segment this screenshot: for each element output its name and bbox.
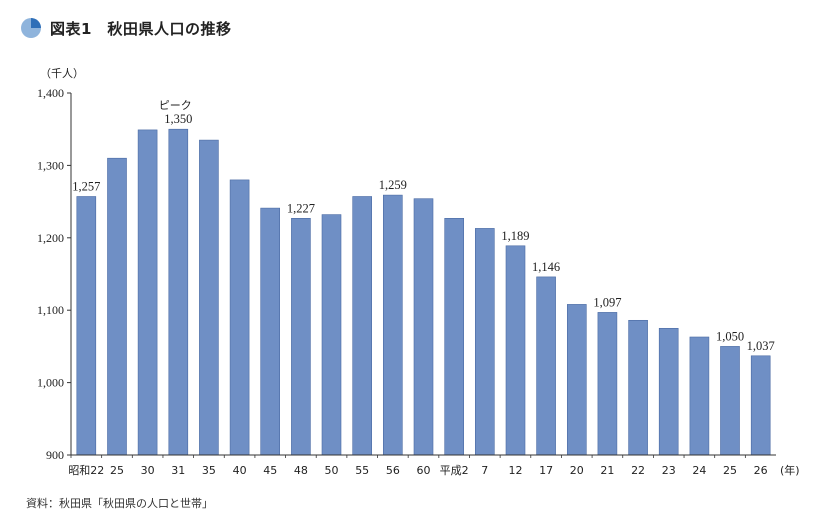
bar-5 xyxy=(229,179,250,456)
bar-20 xyxy=(689,336,710,456)
x-tick-label: 昭和22 xyxy=(68,464,104,477)
data-label: 1,350 xyxy=(164,112,192,126)
bar-3 xyxy=(168,128,189,456)
data-label: 1,146 xyxy=(532,260,560,274)
chart-title: 図表1 秋田県人口の推移 xyxy=(50,19,232,38)
bar-11 xyxy=(413,198,434,456)
x-tick-label: 17 xyxy=(539,464,553,477)
x-tick-label: 55 xyxy=(355,464,369,477)
bar-18 xyxy=(628,319,648,456)
data-label: 1,050 xyxy=(716,329,744,343)
bar-16 xyxy=(566,304,587,456)
bar-9 xyxy=(352,196,373,456)
pie-chart-icon xyxy=(21,18,41,38)
x-tick-label: 45 xyxy=(263,464,277,477)
y-axis-unit: （千人） xyxy=(40,67,84,80)
x-tick-label: 48 xyxy=(294,464,308,477)
data-label: 1,259 xyxy=(379,178,407,192)
y-tick-label: 1,200 xyxy=(37,231,64,245)
x-tick-label: 26 xyxy=(754,464,768,477)
bar-12 xyxy=(444,218,465,456)
x-tick-label: 56 xyxy=(386,464,400,477)
bar-22 xyxy=(750,355,771,456)
bar-13 xyxy=(474,228,495,456)
x-tick-label: 25 xyxy=(723,464,737,477)
x-axis-unit: (年) xyxy=(780,463,800,477)
x-tick-label: 22 xyxy=(631,464,645,477)
bar-21 xyxy=(720,346,740,456)
bar-15 xyxy=(536,276,556,456)
bar-8 xyxy=(321,214,342,456)
chart-title-row: 図表1 秋田県人口の推移 xyxy=(20,14,231,42)
bar-1 xyxy=(107,157,127,456)
bar-4 xyxy=(199,139,219,456)
bar-6 xyxy=(260,207,281,456)
x-tick-label: 平成2 xyxy=(440,464,469,477)
x-tick-label: 7 xyxy=(481,464,488,477)
y-tick-label: 1,000 xyxy=(37,376,64,390)
x-tick-label: 25 xyxy=(110,464,124,477)
bar-7 xyxy=(291,218,311,456)
x-tick-label: 40 xyxy=(233,464,247,477)
data-label: 1,097 xyxy=(593,295,621,309)
x-tick-label: 23 xyxy=(662,464,676,477)
data-label: 1,227 xyxy=(287,201,315,215)
data-label: 1,257 xyxy=(72,180,100,194)
y-tick-label: 1,100 xyxy=(37,303,64,317)
data-label: 1,037 xyxy=(747,339,775,353)
x-tick-label: 20 xyxy=(570,464,584,477)
x-tick-label: 50 xyxy=(325,464,339,477)
x-tick-label: 24 xyxy=(692,464,706,477)
x-tick-label: 30 xyxy=(141,464,155,477)
data-label: 1,189 xyxy=(501,229,529,243)
y-tick-label: 1,400 xyxy=(37,86,64,100)
bar-17 xyxy=(597,312,618,456)
x-tick-label: 60 xyxy=(417,464,431,477)
bar-0 xyxy=(76,196,97,456)
y-tick-label: 900 xyxy=(46,448,64,462)
bar-14 xyxy=(505,245,526,456)
x-tick-label: 12 xyxy=(508,464,522,477)
source-note: 資料：秋田県「秋田県の人口と世帯」 xyxy=(26,497,213,510)
x-tick-label: 21 xyxy=(600,464,614,477)
y-tick-label: 1,300 xyxy=(37,158,64,172)
peak-annotation: ピーク xyxy=(159,99,192,112)
bar-19 xyxy=(658,327,679,456)
bar-2 xyxy=(137,129,158,456)
x-tick-label: 31 xyxy=(171,464,185,477)
bar-10 xyxy=(382,194,403,456)
x-tick-label: 35 xyxy=(202,464,216,477)
